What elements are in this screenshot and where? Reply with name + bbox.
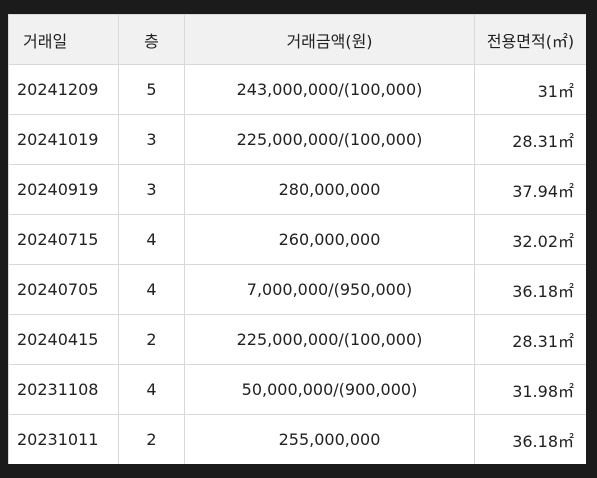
cell-floor: 4 bbox=[118, 214, 185, 265]
column-header-price: 거래금액(원) bbox=[184, 14, 475, 65]
table-header-row: 거래일 층 거래금액(원) 전용면적(㎡) bbox=[8, 14, 586, 65]
cell-area: 37.94㎡ bbox=[474, 164, 586, 215]
column-header-floor: 층 bbox=[118, 14, 185, 65]
cell-date: 20240415 bbox=[8, 314, 119, 365]
cell-area: 31.98㎡ bbox=[474, 364, 586, 415]
cell-price: 7,000,000/(950,000) bbox=[184, 264, 475, 315]
transaction-table-panel: 거래일 층 거래금액(원) 전용면적(㎡) 20241209 5 243,000… bbox=[8, 14, 586, 464]
cell-area: 36.18㎡ bbox=[474, 414, 586, 464]
table-row: 20231011 2 255,000,000 36.18㎡ bbox=[8, 414, 586, 464]
column-header-date: 거래일 bbox=[8, 14, 119, 65]
cell-date: 20240919 bbox=[8, 164, 119, 215]
cell-date: 20231011 bbox=[8, 414, 119, 464]
cell-area: 32.02㎡ bbox=[474, 214, 586, 265]
cell-date: 20241019 bbox=[8, 114, 119, 165]
table-row: 20231108 4 50,000,000/(900,000) 31.98㎡ bbox=[8, 364, 586, 415]
cell-price: 280,000,000 bbox=[184, 164, 475, 215]
table-row: 20240919 3 280,000,000 37.94㎡ bbox=[8, 164, 586, 215]
cell-price: 260,000,000 bbox=[184, 214, 475, 265]
table-row: 20240415 2 225,000,000/(100,000) 28.31㎡ bbox=[8, 314, 586, 365]
cell-floor: 2 bbox=[118, 414, 185, 464]
cell-date: 20231108 bbox=[8, 364, 119, 415]
cell-floor: 3 bbox=[118, 164, 185, 215]
cell-area: 31㎡ bbox=[474, 64, 586, 115]
cell-date: 20241209 bbox=[8, 64, 119, 115]
table-row: 20241209 5 243,000,000/(100,000) 31㎡ bbox=[8, 64, 586, 115]
cell-price: 225,000,000/(100,000) bbox=[184, 114, 475, 165]
cell-floor: 3 bbox=[118, 114, 185, 165]
column-header-area: 전용면적(㎡) bbox=[474, 14, 586, 65]
cell-floor: 2 bbox=[118, 314, 185, 365]
cell-price: 255,000,000 bbox=[184, 414, 475, 464]
cell-area: 36.18㎡ bbox=[474, 264, 586, 315]
cell-date: 20240705 bbox=[8, 264, 119, 315]
table-row: 20241019 3 225,000,000/(100,000) 28.31㎡ bbox=[8, 114, 586, 165]
cell-floor: 4 bbox=[118, 264, 185, 315]
table-row: 20240705 4 7,000,000/(950,000) 36.18㎡ bbox=[8, 264, 586, 315]
cell-area: 28.31㎡ bbox=[474, 114, 586, 165]
transaction-table: 거래일 층 거래금액(원) 전용면적(㎡) 20241209 5 243,000… bbox=[8, 14, 586, 464]
cell-price: 243,000,000/(100,000) bbox=[184, 64, 475, 115]
cell-floor: 5 bbox=[118, 64, 185, 115]
cell-floor: 4 bbox=[118, 364, 185, 415]
cell-price: 225,000,000/(100,000) bbox=[184, 314, 475, 365]
cell-date: 20240715 bbox=[8, 214, 119, 265]
cell-price: 50,000,000/(900,000) bbox=[184, 364, 475, 415]
cell-area: 28.31㎡ bbox=[474, 314, 586, 365]
table-row: 20240715 4 260,000,000 32.02㎡ bbox=[8, 214, 586, 265]
